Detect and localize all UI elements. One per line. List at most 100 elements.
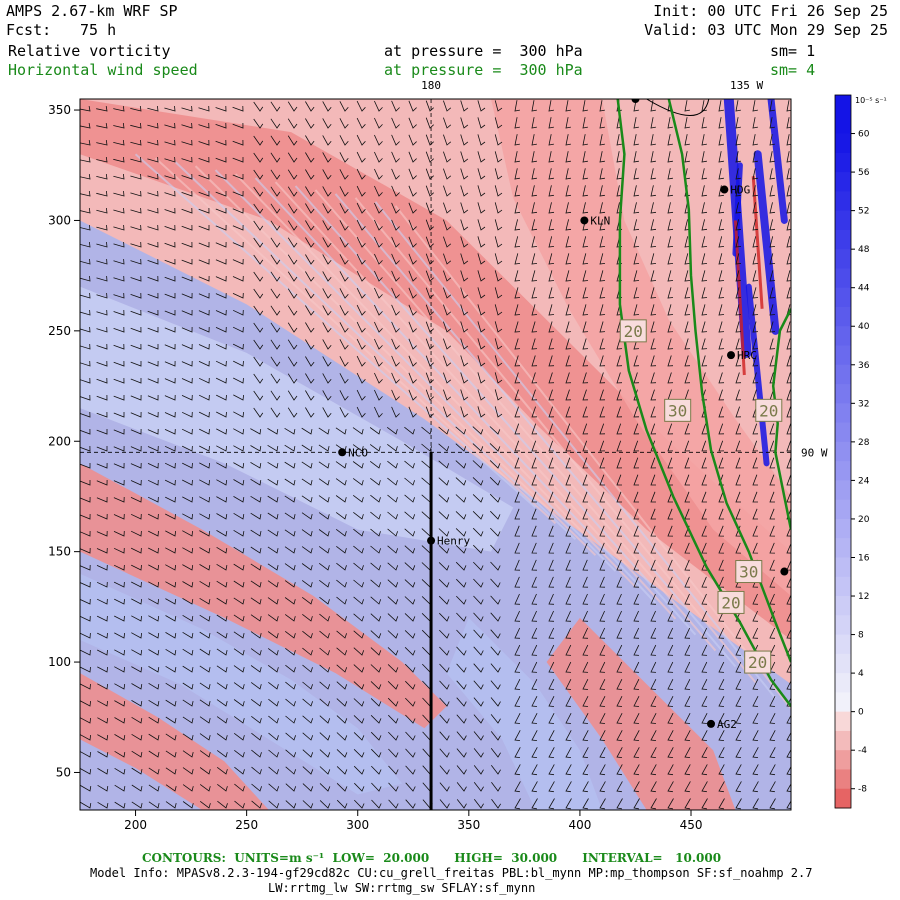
wind-barb-1290	[582, 610, 589, 622]
wind-barb-1304	[97, 632, 108, 639]
wind-barb-229	[391, 185, 400, 197]
wind-barb-1053	[113, 530, 125, 537]
wind-barb-126	[786, 134, 791, 146]
wind-barb-567	[425, 321, 434, 333]
wind-barb-1660	[439, 765, 450, 775]
wind-barb-366	[582, 236, 589, 248]
shear-streak-14	[394, 205, 791, 711]
wind-barb-1074	[472, 527, 484, 537]
field2-smoothing: sm= 4	[770, 61, 816, 79]
wind-barb-1494	[473, 697, 484, 707]
wind-barb-1674	[684, 764, 691, 776]
wind-barb-672	[786, 355, 791, 367]
wind-barb-1058	[199, 530, 211, 537]
wind-barb-525	[425, 304, 434, 316]
wind-barb-571	[494, 321, 503, 333]
shear-streak-7	[254, 177, 657, 604]
wind-barb-878	[718, 440, 725, 452]
wind-barb-1669	[599, 764, 606, 776]
wind-barb-783	[531, 406, 538, 418]
wind-barb-447	[531, 270, 538, 282]
wind-barb-1429	[80, 683, 91, 690]
y-tick-label: 200	[48, 434, 71, 448]
wind-barb-1337	[667, 627, 674, 639]
wind-barb-781	[494, 406, 503, 418]
wind-barb-115	[599, 134, 605, 146]
colorbar-label: 36	[858, 361, 870, 371]
wind-barb-422	[96, 275, 108, 282]
wind-barb-1237	[387, 596, 399, 605]
wind-barb-1624	[548, 747, 555, 758]
wind-barb-13	[287, 101, 298, 112]
wind-barb-1003	[701, 491, 707, 503]
wind-barb-377	[769, 236, 776, 248]
wind-barb-39	[735, 100, 741, 112]
station-dot-2	[427, 536, 436, 545]
wind-barb-681	[215, 377, 227, 384]
wind-barb-1454	[514, 679, 521, 690]
wind-barb-1016	[199, 513, 211, 520]
wind-barb-187	[391, 168, 400, 180]
wind-barb-1601	[148, 750, 160, 758]
wind-barb-1022	[301, 512, 313, 520]
wind-barb-322	[548, 219, 555, 231]
wind-barb-671	[769, 355, 776, 367]
contour-label-3: 20	[755, 398, 783, 422]
wind-barb-799	[80, 428, 91, 435]
wind-barb-1511	[769, 696, 776, 707]
wind-barb-328	[650, 219, 657, 231]
wind-barb-1013	[147, 513, 159, 520]
wind-barb-893	[250, 462, 262, 469]
wind-barb-1271	[250, 614, 262, 622]
wind-barb-909	[531, 457, 538, 469]
contour-label-text: 20	[721, 593, 740, 612]
colorbar-swatch	[835, 268, 851, 289]
wind-barb-765	[216, 411, 227, 418]
wind-barb-270	[374, 202, 383, 214]
wind-barb-717	[113, 395, 125, 401]
wind-barb-958	[650, 474, 656, 486]
wind-barb-306	[270, 220, 281, 231]
wind-barb-165	[735, 151, 741, 163]
wind-barb-748	[650, 389, 657, 401]
wind-barb-1417	[599, 661, 606, 673]
wind-barb-1758	[684, 798, 691, 810]
wind-barb-932	[199, 479, 210, 486]
wind-barb-863	[455, 443, 467, 452]
wind-barb-386	[198, 258, 210, 265]
wind-barb-577	[599, 321, 606, 333]
wind-barb-427	[181, 276, 193, 282]
wind-barb-449	[565, 270, 572, 282]
wind-barb-1584	[582, 730, 589, 741]
wind-barb-301	[181, 224, 193, 231]
wind-barb-637	[181, 360, 193, 367]
wind-barb-1663	[490, 765, 501, 775]
wind-barb-80	[718, 117, 724, 129]
wind-barb-1017	[216, 513, 228, 520]
wind-barb-1559	[148, 733, 160, 741]
wind-barb-1105	[284, 546, 296, 554]
wind-barb-85	[80, 140, 91, 146]
wind-barb-1014	[165, 513, 176, 520]
wind-barb-221	[253, 186, 264, 197]
wind-barb-594	[164, 343, 176, 350]
colorbar-swatch	[835, 518, 851, 539]
wind-barb-1525	[285, 715, 296, 724]
wind-barb-72	[582, 117, 588, 129]
wind-barb-1592	[718, 730, 725, 741]
wind-barb-884	[96, 462, 108, 469]
wind-barb-740	[514, 389, 521, 401]
wind-barb-1364	[404, 647, 416, 656]
wind-barb-1068	[370, 528, 381, 537]
wind-barb-767	[253, 407, 264, 418]
wind-barb-61	[391, 117, 400, 129]
wind-barb-1423	[701, 661, 708, 673]
wind-barb-1011	[113, 513, 125, 520]
wind-barb-708	[684, 372, 691, 384]
wind-barb-1001	[667, 491, 673, 503]
wind-barb-1514	[97, 717, 109, 724]
wind-barb-954	[582, 474, 588, 486]
wind-barb-361	[494, 236, 503, 248]
wind-barb-728	[305, 390, 315, 401]
wind-barb-570	[477, 321, 486, 333]
